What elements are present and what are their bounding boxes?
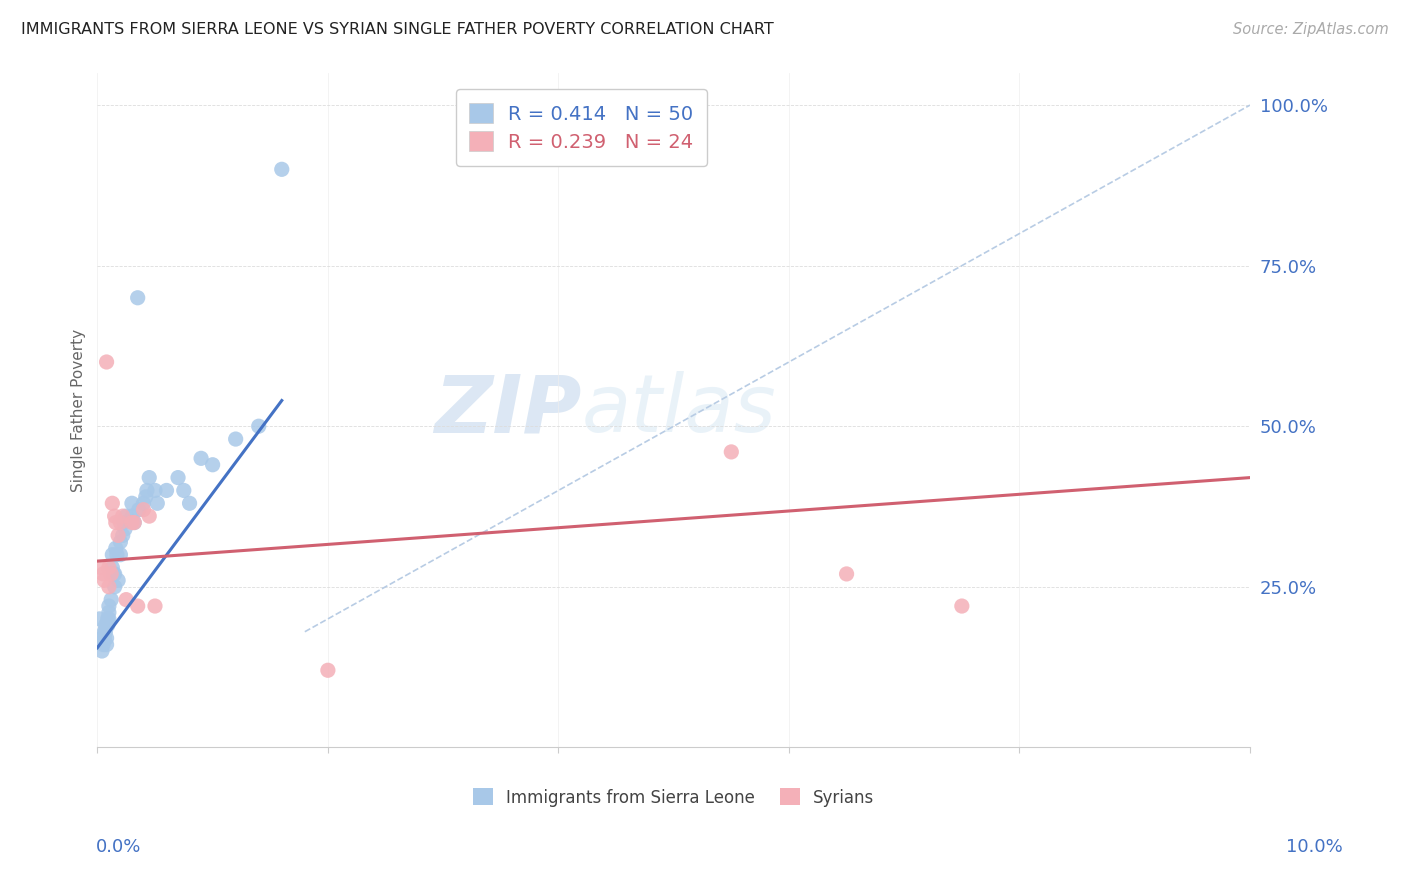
- Point: [101, 496, 124, 510]
- Point: [112, 516, 135, 530]
- Point: [96, 638, 118, 652]
- Point: [132, 496, 155, 510]
- Point: [91, 644, 114, 658]
- Point: [114, 522, 136, 536]
- Point: [107, 528, 129, 542]
- Point: [146, 496, 169, 510]
- Point: [105, 548, 128, 562]
- Text: IMMIGRANTS FROM SIERRA LEONE VS SYRIAN SINGLE FATHER POVERTY CORRELATION CHART: IMMIGRANTS FROM SIERRA LEONE VS SYRIAN S…: [21, 22, 773, 37]
- Point: [97, 618, 120, 632]
- Point: [97, 606, 120, 620]
- Point: [90, 560, 112, 574]
- Point: [91, 631, 114, 645]
- Point: [110, 534, 132, 549]
- Point: [96, 631, 118, 645]
- Point: [143, 599, 166, 613]
- Point: [97, 560, 120, 574]
- Point: [104, 566, 127, 581]
- Point: [179, 496, 201, 510]
- Point: [720, 445, 742, 459]
- Point: [270, 162, 292, 177]
- Point: [94, 624, 117, 639]
- Point: [247, 419, 270, 434]
- Point: [104, 509, 127, 524]
- Point: [104, 541, 127, 556]
- Point: [122, 516, 145, 530]
- Text: atlas: atlas: [582, 371, 776, 450]
- Legend: Immigrants from Sierra Leone, Syrians: Immigrants from Sierra Leone, Syrians: [467, 781, 882, 814]
- Point: [138, 470, 160, 484]
- Point: [89, 612, 111, 626]
- Point: [93, 574, 115, 588]
- Point: [201, 458, 224, 472]
- Point: [91, 638, 114, 652]
- Point: [835, 566, 858, 581]
- Point: [173, 483, 195, 498]
- Point: [190, 451, 212, 466]
- Point: [132, 502, 155, 516]
- Text: 0.0%: 0.0%: [96, 838, 141, 855]
- Point: [94, 618, 117, 632]
- Point: [121, 496, 143, 510]
- Point: [100, 592, 122, 607]
- Point: [316, 663, 339, 677]
- Point: [127, 291, 149, 305]
- Point: [104, 580, 127, 594]
- Point: [950, 599, 973, 613]
- Point: [138, 509, 160, 524]
- Point: [110, 516, 132, 530]
- Point: [167, 470, 190, 484]
- Y-axis label: Single Father Poverty: Single Father Poverty: [72, 328, 86, 491]
- Point: [101, 548, 124, 562]
- Point: [97, 599, 120, 613]
- Point: [115, 592, 138, 607]
- Point: [97, 580, 120, 594]
- Point: [155, 483, 177, 498]
- Text: ZIP: ZIP: [434, 371, 582, 450]
- Point: [135, 483, 157, 498]
- Point: [143, 483, 166, 498]
- Point: [93, 624, 115, 639]
- Point: [121, 509, 143, 524]
- Point: [135, 490, 157, 504]
- Point: [121, 516, 143, 530]
- Point: [100, 566, 122, 581]
- Point: [104, 516, 127, 530]
- Point: [96, 355, 118, 369]
- Point: [107, 574, 129, 588]
- Point: [111, 509, 134, 524]
- Point: [93, 631, 115, 645]
- Point: [97, 612, 120, 626]
- Point: [110, 548, 132, 562]
- Point: [128, 502, 150, 516]
- Point: [103, 566, 125, 581]
- Point: [91, 566, 114, 581]
- Point: [127, 599, 149, 613]
- Text: Source: ZipAtlas.com: Source: ZipAtlas.com: [1233, 22, 1389, 37]
- Point: [122, 516, 145, 530]
- Point: [115, 509, 138, 524]
- Point: [97, 612, 120, 626]
- Text: 10.0%: 10.0%: [1286, 838, 1343, 855]
- Point: [101, 560, 124, 574]
- Point: [111, 528, 134, 542]
- Point: [225, 432, 247, 446]
